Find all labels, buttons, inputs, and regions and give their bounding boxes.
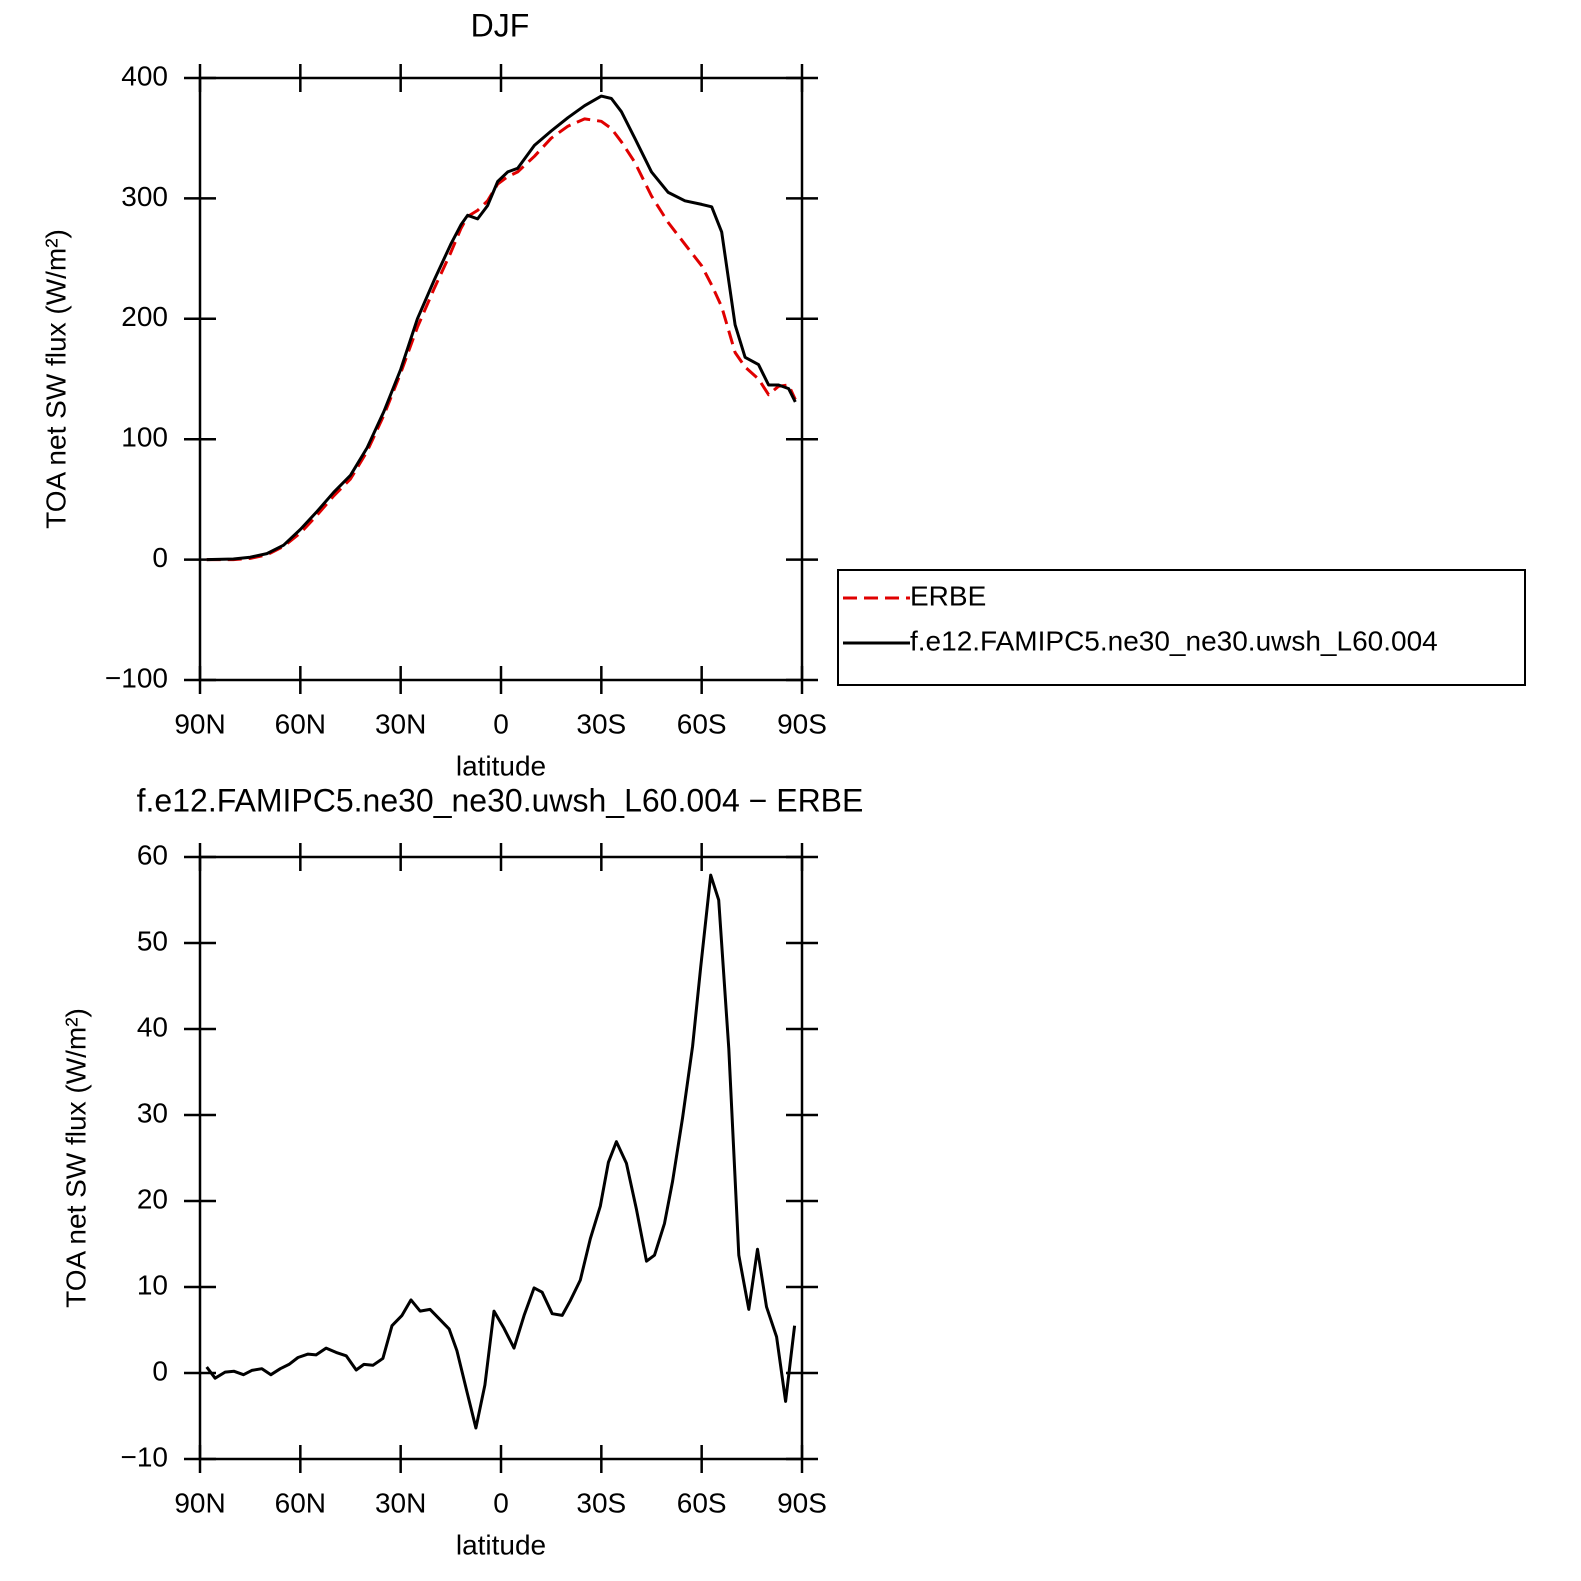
data-line xyxy=(206,94,797,562)
y-tick-label: 200 xyxy=(121,301,168,332)
y-axis-label: TOA net SW flux (W/m²) xyxy=(60,1008,91,1308)
y-tick-label: −10 xyxy=(121,1441,169,1472)
y-tick-label: 20 xyxy=(137,1183,168,1214)
x-tick-label: 60N xyxy=(275,1487,326,1518)
x-tick-label: 0 xyxy=(493,1487,509,1518)
data-line xyxy=(205,873,797,1430)
x-axis-label: latitude xyxy=(456,750,546,781)
x-tick-label: 30N xyxy=(375,1487,426,1518)
y-tick-label: 60 xyxy=(137,839,168,870)
plot-frame xyxy=(198,76,804,682)
x-tick-label: 30S xyxy=(576,708,626,739)
x-tick-label: 90S xyxy=(777,1487,827,1518)
chart-title: DJF xyxy=(471,7,530,43)
y-tick-label: 0 xyxy=(152,1355,168,1386)
x-tick-label: 90N xyxy=(174,1487,225,1518)
legend-label: ERBE xyxy=(910,580,986,611)
y-tick-label: 30 xyxy=(137,1097,168,1128)
legend-box xyxy=(837,569,1526,686)
x-tick-label: 90S xyxy=(777,708,827,739)
data-line xyxy=(206,117,797,562)
y-tick-label: 40 xyxy=(137,1011,168,1042)
legend-label: f.e12.FAMIPC5.ne30_ne30.uwsh_L60.004 xyxy=(910,625,1438,656)
x-axis-label: latitude xyxy=(456,1529,546,1560)
y-tick-label: 50 xyxy=(137,925,168,956)
x-tick-label: 30S xyxy=(576,1487,626,1518)
x-tick-label: 0 xyxy=(493,708,509,739)
y-tick-label: 300 xyxy=(121,181,168,212)
y-axis-label: TOA net SW flux (W/m²) xyxy=(40,229,71,529)
x-tick-label: 60N xyxy=(275,708,326,739)
y-tick-label: 100 xyxy=(121,422,168,453)
y-tick-label: 0 xyxy=(152,542,168,573)
x-tick-label: 90N xyxy=(174,708,225,739)
y-tick-label: −100 xyxy=(105,662,168,693)
x-tick-label: 60S xyxy=(677,1487,727,1518)
x-tick-label: 60S xyxy=(677,708,727,739)
chart-title: f.e12.FAMIPC5.ne30_ne30.uwsh_L60.004 − E… xyxy=(137,782,864,818)
y-tick-label: 400 xyxy=(121,60,168,91)
x-tick-label: 30N xyxy=(375,708,426,739)
y-tick-label: 10 xyxy=(137,1269,168,1300)
plot-frame xyxy=(198,855,804,1461)
